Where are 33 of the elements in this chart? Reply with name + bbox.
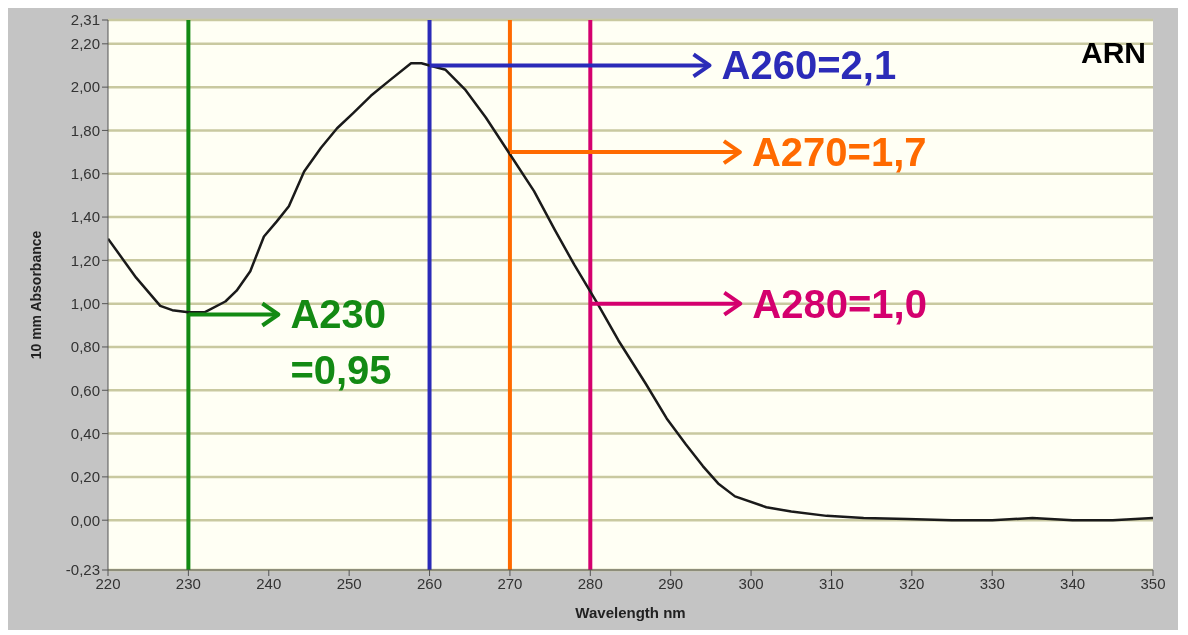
x-tick-label: 280	[577, 574, 603, 592]
y-tick-label: 1,80	[70, 121, 100, 139]
y-tick-label: 2,20	[70, 35, 100, 53]
x-tick-label: 320	[899, 574, 925, 592]
x-tick-label: 300	[738, 574, 764, 592]
y-tick-label: 0,80	[70, 338, 100, 356]
x-tick-label: 310	[818, 574, 844, 592]
y-tick-label: 1,00	[70, 294, 100, 312]
x-tick-label: 290	[658, 574, 684, 592]
x-tick-label: 230	[175, 574, 201, 592]
y-tick-label: 1,60	[70, 165, 100, 183]
x-tick-label: 330	[979, 574, 1005, 592]
annotation: A260=2,1	[721, 43, 897, 88]
annotation: A280=1,0	[752, 281, 927, 326]
annotation: A270=1,7	[751, 130, 927, 175]
text: ARN	[1081, 36, 1146, 70]
annotation: A230 =0,95	[290, 292, 392, 393]
y-tick-label: 2,00	[70, 78, 100, 96]
y-tick-label: 0,20	[70, 468, 100, 486]
x-axis-title: Wavelength nm	[575, 604, 686, 621]
y-tick-label: 0,40	[70, 424, 100, 442]
y-axis-title: 10 mm Absorbance	[27, 230, 44, 360]
x-tick-label: 240	[256, 574, 282, 592]
y-tick-label: 1,20	[70, 251, 100, 269]
x-tick-label: 260	[417, 574, 443, 592]
x-tick-label: 270	[497, 574, 523, 592]
y-tick-label: 0,00	[70, 511, 100, 529]
y-tick-label: 0,60	[70, 381, 100, 399]
x-tick-label: 350	[1140, 574, 1166, 592]
y-tick-label: 1,40	[70, 208, 100, 226]
x-tick-label: 340	[1060, 574, 1086, 592]
y-tick-label: 2,31	[70, 11, 100, 29]
x-tick-label: 250	[336, 574, 362, 592]
